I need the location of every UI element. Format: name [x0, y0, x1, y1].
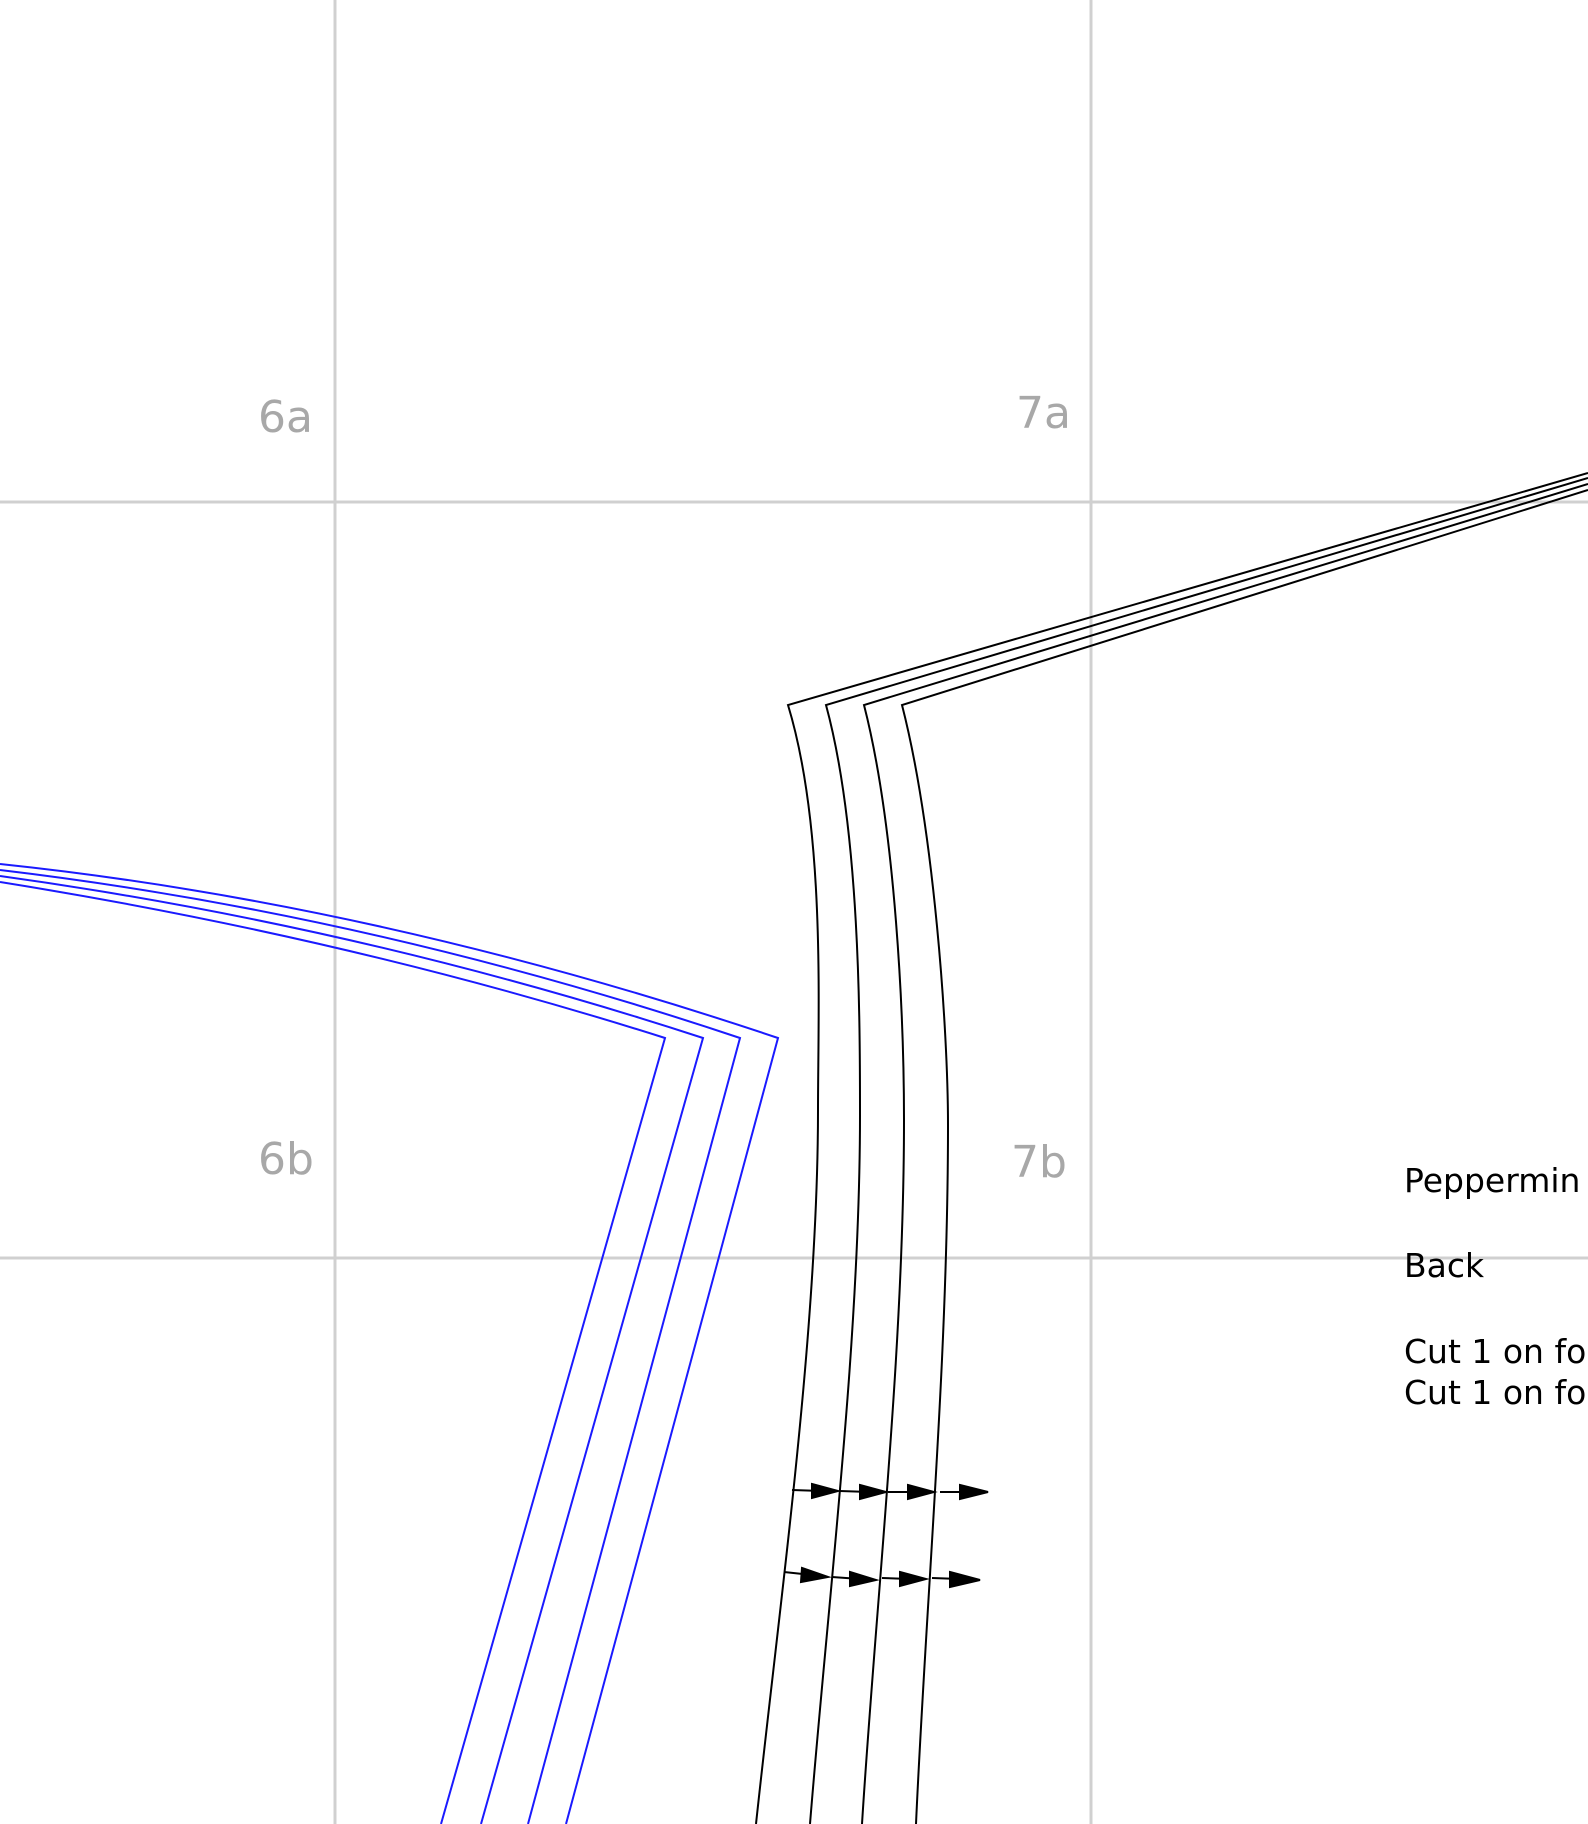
- blue-size-line-1: [0, 863, 780, 1824]
- notch-arrow: [783, 1566, 832, 1584]
- tile-label-7b: 7b: [1011, 1137, 1067, 1188]
- piece-info: Peppermin Back Cut 1 on fo Cut 1 on fo: [1404, 1161, 1586, 1412]
- pattern-name: Peppermin: [1404, 1161, 1580, 1200]
- piece-name: Back: [1404, 1246, 1485, 1285]
- tile-label-6a: 6a: [258, 392, 313, 443]
- blue-size-line-2: [0, 869, 742, 1824]
- tile-label-6b: 6b: [258, 1134, 314, 1185]
- black-size-line-3: [861, 483, 1588, 1824]
- tile-label-7a: 7a: [1016, 388, 1071, 439]
- black-pattern-piece: [755, 472, 1588, 1824]
- notch-arrows-upper: [791, 1482, 989, 1501]
- black-size-line-2: [809, 477, 1588, 1824]
- notch-arrow: [940, 1483, 989, 1501]
- notch-arrow: [831, 1570, 880, 1588]
- blue-size-line-4: [0, 881, 667, 1824]
- notch-arrow: [881, 1570, 930, 1588]
- black-size-line-1: [755, 472, 1588, 1824]
- tile-labels: 6a 7a 6b 7b: [258, 388, 1071, 1188]
- black-size-line-4: [900, 489, 1588, 1824]
- notch-arrow: [839, 1483, 890, 1501]
- notch-arrow: [931, 1570, 981, 1589]
- notch-arrow: [888, 1483, 938, 1501]
- blue-pattern-piece: [0, 863, 780, 1824]
- cut-instruction-1: Cut 1 on fo: [1404, 1332, 1586, 1371]
- notch-arrows-lower: [783, 1566, 981, 1589]
- blue-size-line-3: [0, 875, 705, 1824]
- notch-arrow: [791, 1482, 842, 1500]
- cut-instruction-2: Cut 1 on fo: [1404, 1373, 1586, 1412]
